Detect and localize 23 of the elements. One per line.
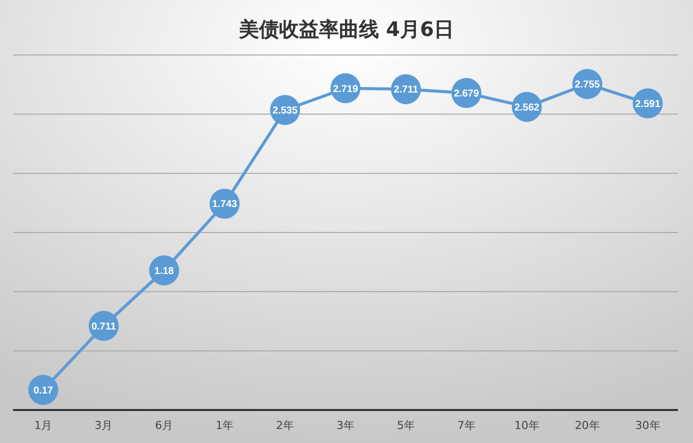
x-tick-label: 1年 [216, 419, 234, 432]
x-tick-label: 20年 [574, 419, 600, 432]
data-label: 1.743 [212, 199, 238, 210]
x-tick-label: 30年 [635, 419, 660, 432]
x-tick-label: 2年 [276, 419, 294, 432]
chart-title: 美债收益率曲线 4月6日 [238, 17, 454, 41]
data-label: 2.755 [574, 79, 600, 90]
data-label: 1.18 [154, 266, 174, 277]
data-label: 2.591 [635, 98, 661, 110]
x-tick-label: 5年 [396, 419, 415, 432]
x-tick-label: 1月 [34, 419, 52, 432]
x-tick-label: 3月 [94, 419, 113, 432]
x-tick-label: 10年 [514, 419, 540, 432]
data-label: 2.535 [272, 106, 298, 117]
data-label: 2.719 [332, 84, 358, 95]
x-tick-label: 7年 [457, 419, 476, 432]
data-label: 2.679 [454, 88, 480, 100]
data-label: 0.711 [91, 321, 116, 332]
x-tick-label: 3年 [336, 419, 354, 432]
data-label: 2.562 [514, 102, 540, 114]
data-label: 2.711 [394, 84, 419, 96]
data-label: 0.17 [33, 385, 54, 396]
x-tick-label: 6月 [155, 419, 174, 432]
